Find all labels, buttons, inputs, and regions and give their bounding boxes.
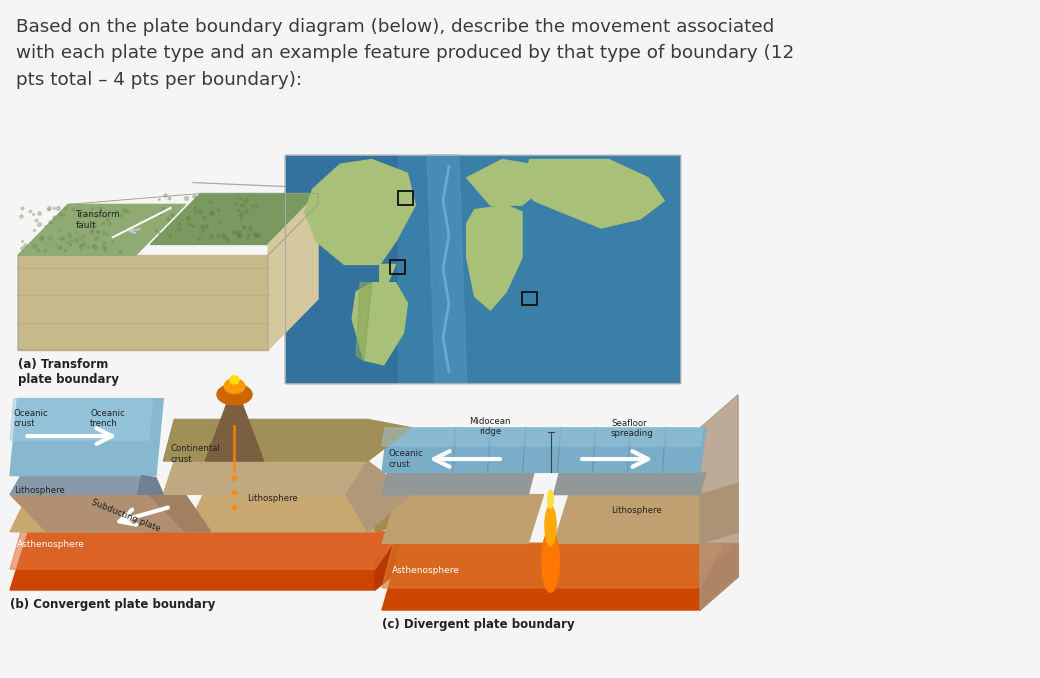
Text: (c) Divergent plate boundary: (c) Divergent plate boundary [382,618,575,631]
Polygon shape [467,205,522,310]
Text: Asthenosphere: Asthenosphere [18,540,85,549]
Ellipse shape [542,530,560,593]
Polygon shape [18,204,185,256]
Ellipse shape [225,379,244,393]
Polygon shape [151,193,318,245]
Polygon shape [353,283,408,365]
Text: Oceanic
crust: Oceanic crust [388,450,423,468]
Polygon shape [185,494,412,532]
Polygon shape [10,399,152,440]
Polygon shape [553,494,716,543]
Polygon shape [345,461,412,532]
Text: Oceanic
crust: Oceanic crust [14,409,49,428]
Polygon shape [149,494,211,532]
Polygon shape [522,159,665,228]
Polygon shape [305,159,415,264]
Text: Asthenosphere: Asthenosphere [391,565,460,574]
Polygon shape [382,473,534,494]
Ellipse shape [230,376,239,384]
Polygon shape [467,159,542,205]
Ellipse shape [548,490,553,508]
Polygon shape [382,428,703,445]
Polygon shape [18,256,268,350]
Polygon shape [382,494,544,543]
Bar [390,260,405,273]
Text: (a) Transform
plate boundary: (a) Transform plate boundary [18,358,119,386]
Text: Continental
crust: Continental crust [171,444,220,464]
Text: Seafloor
spreading: Seafloor spreading [610,419,654,439]
Text: Based on the plate boundary diagram (below), describe the movement associated
wi: Based on the plate boundary diagram (bel… [16,18,795,89]
Text: Oceanic
trench: Oceanic trench [90,409,125,428]
Polygon shape [375,494,412,532]
Polygon shape [10,399,163,475]
Ellipse shape [217,384,252,405]
Bar [285,155,680,383]
Polygon shape [10,532,412,590]
Text: Transform
fault: Transform fault [76,210,121,230]
Text: (b) Convergent plate boundary: (b) Convergent plate boundary [10,598,215,611]
Polygon shape [356,283,372,360]
Polygon shape [380,264,395,283]
Polygon shape [382,428,706,473]
Polygon shape [375,532,412,590]
Polygon shape [700,483,738,543]
Polygon shape [163,420,412,461]
Polygon shape [205,403,264,461]
Polygon shape [427,155,467,383]
Bar [285,155,680,383]
Polygon shape [10,494,167,532]
Polygon shape [10,475,149,494]
Polygon shape [268,204,318,350]
Polygon shape [268,193,318,256]
Text: Subducting plate: Subducting plate [90,497,162,533]
Bar [285,155,395,383]
Polygon shape [700,395,738,610]
Polygon shape [163,461,368,494]
Bar [522,292,537,306]
Polygon shape [382,543,738,610]
Text: Lithosphere: Lithosphere [610,506,661,515]
Polygon shape [137,475,163,494]
Polygon shape [553,473,706,494]
Text: Lithosphere: Lithosphere [14,486,64,495]
Bar [397,191,413,205]
Polygon shape [382,543,723,588]
Text: Lithosphere: Lithosphere [248,494,298,503]
Ellipse shape [545,506,556,546]
Polygon shape [700,543,738,610]
Polygon shape [10,494,185,532]
Polygon shape [10,532,400,570]
Text: Midocean
ridge: Midocean ridge [469,417,511,436]
